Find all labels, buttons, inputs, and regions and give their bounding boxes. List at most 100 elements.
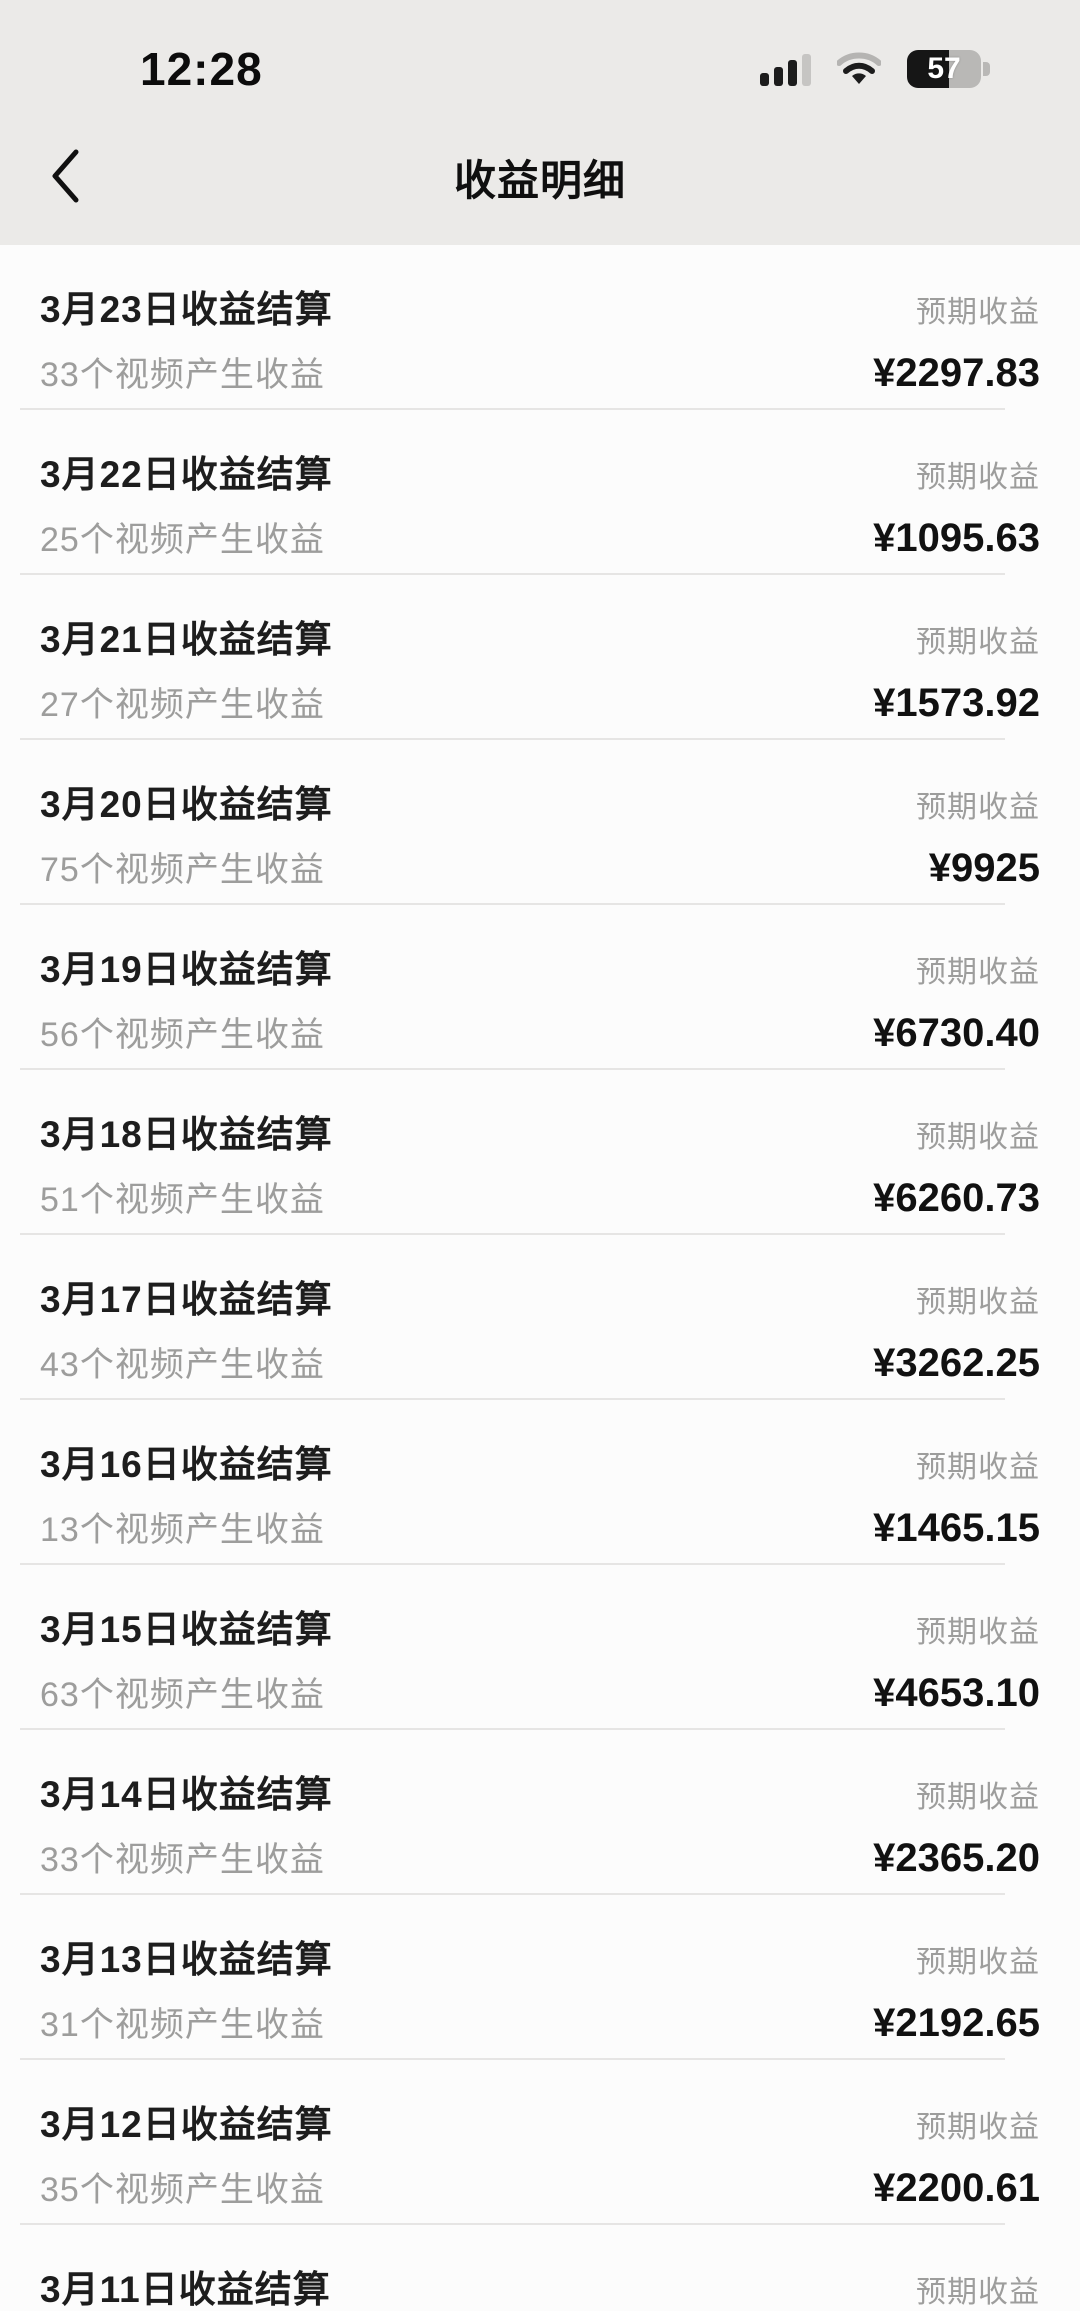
row-separator bbox=[20, 2058, 1005, 2060]
earnings-list-item[interactable]: 3月11日收益结算 预期收益 bbox=[0, 2225, 1080, 2311]
expected-earnings-label: 预期收益 bbox=[916, 296, 1040, 329]
expected-earnings-label: 预期收益 bbox=[916, 1286, 1040, 1319]
nav-bar: 收益明细 bbox=[0, 110, 1080, 245]
earnings-list-item[interactable]: 3月12日收益结算 预期收益 35个视频产生收益 ¥2200.61 bbox=[0, 2060, 1080, 2223]
earnings-list-item[interactable]: 3月21日收益结算 预期收益 27个视频产生收益 ¥1573.92 bbox=[0, 575, 1080, 738]
settlement-date-title: 3月14日收益结算 bbox=[40, 1774, 333, 1815]
settlement-date-title: 3月12日收益结算 bbox=[40, 2104, 333, 2145]
row-title-line: 3月14日收益结算 预期收益 bbox=[40, 1764, 1040, 1818]
battery-icon: 57 bbox=[907, 50, 990, 88]
row-inner: 3月16日收益结算 预期收益 13个视频产生收益 ¥1465.15 bbox=[40, 1434, 1040, 1551]
earnings-amount: ¥2297.83 bbox=[873, 351, 1040, 395]
settlement-date-title: 3月22日收益结算 bbox=[40, 454, 333, 495]
row-title-line: 3月23日收益结算 预期收益 bbox=[40, 279, 1040, 333]
video-count-subtitle: 56个视频产生收益 bbox=[40, 1016, 325, 1054]
row-separator bbox=[20, 2223, 1005, 2225]
cellular-signal-icon bbox=[760, 52, 811, 86]
video-count-subtitle: 75个视频产生收益 bbox=[40, 851, 325, 889]
back-button[interactable] bbox=[30, 138, 100, 218]
row-value-line: 63个视频产生收益 ¥4653.10 bbox=[40, 1667, 1040, 1716]
row-inner: 3月20日收益结算 预期收益 75个视频产生收益 ¥9925 bbox=[40, 774, 1040, 891]
row-inner: 3月23日收益结算 预期收益 33个视频产生收益 ¥2297.83 bbox=[40, 279, 1040, 396]
earnings-amount: ¥3262.25 bbox=[873, 1341, 1040, 1385]
row-value-line: 25个视频产生收益 ¥1095.63 bbox=[40, 512, 1040, 561]
row-inner: 3月11日收益结算 预期收益 bbox=[40, 2259, 1040, 2311]
row-title-line: 3月15日收益结算 预期收益 bbox=[40, 1599, 1040, 1653]
earnings-amount: ¥2192.65 bbox=[873, 2001, 1040, 2045]
status-icons: 57 bbox=[760, 50, 990, 88]
expected-earnings-label: 预期收益 bbox=[916, 2111, 1040, 2144]
row-separator bbox=[20, 1728, 1005, 1730]
battery-percent: 57 bbox=[927, 52, 961, 85]
row-separator bbox=[20, 1068, 1005, 1070]
video-count-subtitle: 31个视频产生收益 bbox=[40, 2006, 325, 2044]
earnings-amount: ¥2365.20 bbox=[873, 1836, 1040, 1880]
status-bar: 12:28 57 bbox=[0, 0, 1080, 110]
settlement-date-title: 3月21日收益结算 bbox=[40, 619, 333, 660]
earnings-list-item[interactable]: 3月19日收益结算 预期收益 56个视频产生收益 ¥6730.40 bbox=[0, 905, 1080, 1068]
earnings-list-item[interactable]: 3月23日收益结算 预期收益 33个视频产生收益 ¥2297.83 bbox=[0, 245, 1080, 408]
expected-earnings-label: 预期收益 bbox=[916, 1451, 1040, 1484]
earnings-list: 3月23日收益结算 预期收益 33个视频产生收益 ¥2297.83 3月22日收… bbox=[0, 245, 1080, 2311]
row-inner: 3月15日收益结算 预期收益 63个视频产生收益 ¥4653.10 bbox=[40, 1599, 1040, 1716]
earnings-list-item[interactable]: 3月22日收益结算 预期收益 25个视频产生收益 ¥1095.63 bbox=[0, 410, 1080, 573]
video-count-subtitle: 51个视频产生收益 bbox=[40, 1181, 325, 1219]
video-count-subtitle: 35个视频产生收益 bbox=[40, 2171, 325, 2209]
row-value-line: 31个视频产生收益 ¥2192.65 bbox=[40, 1997, 1040, 2046]
earnings-list-item[interactable]: 3月16日收益结算 预期收益 13个视频产生收益 ¥1465.15 bbox=[0, 1400, 1080, 1563]
row-separator bbox=[20, 1563, 1005, 1565]
row-separator bbox=[20, 573, 1005, 575]
row-value-line: 43个视频产生收益 ¥3262.25 bbox=[40, 1337, 1040, 1386]
settlement-date-title: 3月23日收益结算 bbox=[40, 289, 333, 330]
row-inner: 3月17日收益结算 预期收益 43个视频产生收益 ¥3262.25 bbox=[40, 1269, 1040, 1386]
chevron-left-icon bbox=[50, 149, 80, 206]
row-value-line: 75个视频产生收益 ¥9925 bbox=[40, 842, 1040, 891]
settlement-date-title: 3月20日收益结算 bbox=[40, 784, 333, 825]
row-title-line: 3月18日收益结算 预期收益 bbox=[40, 1104, 1040, 1158]
wifi-icon bbox=[836, 52, 882, 86]
row-title-line: 3月21日收益结算 预期收益 bbox=[40, 609, 1040, 663]
expected-earnings-label: 预期收益 bbox=[916, 1616, 1040, 1649]
earnings-list-item[interactable]: 3月17日收益结算 预期收益 43个视频产生收益 ¥3262.25 bbox=[0, 1235, 1080, 1398]
video-count-subtitle: 33个视频产生收益 bbox=[40, 1841, 325, 1879]
row-title-line: 3月19日收益结算 预期收益 bbox=[40, 939, 1040, 993]
row-separator bbox=[20, 903, 1005, 905]
earnings-list-item[interactable]: 3月18日收益结算 预期收益 51个视频产生收益 ¥6260.73 bbox=[0, 1070, 1080, 1233]
row-title-line: 3月16日收益结算 预期收益 bbox=[40, 1434, 1040, 1488]
row-inner: 3月12日收益结算 预期收益 35个视频产生收益 ¥2200.61 bbox=[40, 2094, 1040, 2211]
expected-earnings-label: 预期收益 bbox=[916, 956, 1040, 989]
row-separator bbox=[20, 1233, 1005, 1235]
expected-earnings-label: 预期收益 bbox=[916, 2276, 1040, 2309]
row-separator bbox=[20, 408, 1005, 410]
settlement-date-title: 3月18日收益结算 bbox=[40, 1114, 333, 1155]
row-title-line: 3月22日收益结算 预期收益 bbox=[40, 444, 1040, 498]
row-separator bbox=[20, 738, 1005, 740]
video-count-subtitle: 43个视频产生收益 bbox=[40, 1346, 325, 1384]
video-count-subtitle: 63个视频产生收益 bbox=[40, 1676, 325, 1714]
earnings-amount: ¥2200.61 bbox=[873, 2166, 1040, 2210]
settlement-date-title: 3月17日收益结算 bbox=[40, 1279, 333, 1320]
row-inner: 3月22日收益结算 预期收益 25个视频产生收益 ¥1095.63 bbox=[40, 444, 1040, 561]
row-value-line: 33个视频产生收益 ¥2365.20 bbox=[40, 1832, 1040, 1881]
page-title: 收益明细 bbox=[453, 157, 626, 204]
row-value-line: 33个视频产生收益 ¥2297.83 bbox=[40, 347, 1040, 396]
row-title-line: 3月13日收益结算 预期收益 bbox=[40, 1929, 1040, 1983]
row-separator bbox=[20, 1893, 1005, 1895]
row-value-line: 13个视频产生收益 ¥1465.15 bbox=[40, 1502, 1040, 1551]
row-inner: 3月21日收益结算 预期收益 27个视频产生收益 ¥1573.92 bbox=[40, 609, 1040, 726]
earnings-list-item[interactable]: 3月20日收益结算 预期收益 75个视频产生收益 ¥9925 bbox=[0, 740, 1080, 903]
settlement-date-title: 3月16日收益结算 bbox=[40, 1444, 333, 1485]
row-separator bbox=[20, 1398, 1005, 1400]
row-title-line: 3月12日收益结算 预期收益 bbox=[40, 2094, 1040, 2148]
earnings-list-item[interactable]: 3月14日收益结算 预期收益 33个视频产生收益 ¥2365.20 bbox=[0, 1730, 1080, 1893]
earnings-amount: ¥1095.63 bbox=[873, 516, 1040, 560]
row-value-line: 56个视频产生收益 ¥6730.40 bbox=[40, 1007, 1040, 1056]
earnings-amount: ¥4653.10 bbox=[873, 1671, 1040, 1715]
earnings-amount: ¥6730.40 bbox=[873, 1011, 1040, 1055]
earnings-list-item[interactable]: 3月15日收益结算 预期收益 63个视频产生收益 ¥4653.10 bbox=[0, 1565, 1080, 1728]
status-time: 12:28 bbox=[140, 43, 263, 95]
settlement-date-title: 3月19日收益结算 bbox=[40, 949, 333, 990]
video-count-subtitle: 25个视频产生收益 bbox=[40, 521, 325, 559]
earnings-list-item[interactable]: 3月13日收益结算 预期收益 31个视频产生收益 ¥2192.65 bbox=[0, 1895, 1080, 2058]
